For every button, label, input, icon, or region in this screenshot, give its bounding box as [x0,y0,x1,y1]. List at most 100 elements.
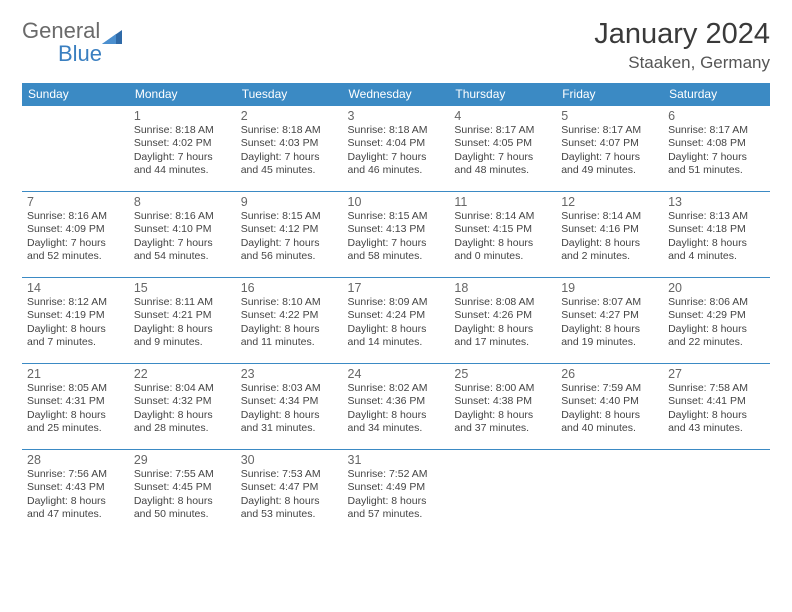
day-info: Sunrise: 8:16 AMSunset: 4:10 PMDaylight:… [134,210,231,264]
weekday-header-row: SundayMondayTuesdayWednesdayThursdayFrid… [22,83,770,106]
day-number: 8 [134,195,231,209]
calendar-day-cell: 26Sunrise: 7:59 AMSunset: 4:40 PMDayligh… [556,364,663,450]
day-number: 29 [134,453,231,467]
calendar-week-row: 1Sunrise: 8:18 AMSunset: 4:02 PMDaylight… [22,106,770,192]
day-number: 11 [454,195,551,209]
calendar-day-cell: 25Sunrise: 8:00 AMSunset: 4:38 PMDayligh… [449,364,556,450]
calendar-day-cell: 2Sunrise: 8:18 AMSunset: 4:03 PMDaylight… [236,106,343,192]
day-info: Sunrise: 8:04 AMSunset: 4:32 PMDaylight:… [134,382,231,436]
day-info: Sunrise: 8:05 AMSunset: 4:31 PMDaylight:… [27,382,124,436]
calendar-day-cell: 7Sunrise: 8:16 AMSunset: 4:09 PMDaylight… [22,192,129,278]
weekday-header: Tuesday [236,83,343,106]
calendar-day-cell: 21Sunrise: 8:05 AMSunset: 4:31 PMDayligh… [22,364,129,450]
calendar-day-cell: 14Sunrise: 8:12 AMSunset: 4:19 PMDayligh… [22,278,129,364]
calendar-day-cell [449,450,556,536]
day-info: Sunrise: 8:06 AMSunset: 4:29 PMDaylight:… [668,296,765,350]
weekday-header: Wednesday [343,83,450,106]
calendar-day-cell: 6Sunrise: 8:17 AMSunset: 4:08 PMDaylight… [663,106,770,192]
calendar-day-cell: 29Sunrise: 7:55 AMSunset: 4:45 PMDayligh… [129,450,236,536]
calendar-day-cell [556,450,663,536]
calendar-day-cell [663,450,770,536]
calendar-day-cell: 27Sunrise: 7:58 AMSunset: 4:41 PMDayligh… [663,364,770,450]
calendar-day-cell: 11Sunrise: 8:14 AMSunset: 4:15 PMDayligh… [449,192,556,278]
day-info: Sunrise: 8:03 AMSunset: 4:34 PMDaylight:… [241,382,338,436]
calendar-day-cell: 31Sunrise: 7:52 AMSunset: 4:49 PMDayligh… [343,450,450,536]
calendar-day-cell: 9Sunrise: 8:15 AMSunset: 4:12 PMDaylight… [236,192,343,278]
calendar-day-cell: 28Sunrise: 7:56 AMSunset: 4:43 PMDayligh… [22,450,129,536]
calendar-week-row: 14Sunrise: 8:12 AMSunset: 4:19 PMDayligh… [22,278,770,364]
day-number: 2 [241,109,338,123]
day-info: Sunrise: 8:02 AMSunset: 4:36 PMDaylight:… [348,382,445,436]
logo-line2: Blue [22,41,102,67]
calendar-day-cell: 8Sunrise: 8:16 AMSunset: 4:10 PMDaylight… [129,192,236,278]
calendar-day-cell: 15Sunrise: 8:11 AMSunset: 4:21 PMDayligh… [129,278,236,364]
weekday-header: Thursday [449,83,556,106]
day-number: 4 [454,109,551,123]
calendar-day-cell: 20Sunrise: 8:06 AMSunset: 4:29 PMDayligh… [663,278,770,364]
location-label: Staaken, Germany [594,53,770,73]
day-info: Sunrise: 7:58 AMSunset: 4:41 PMDaylight:… [668,382,765,436]
calendar-day-cell: 23Sunrise: 8:03 AMSunset: 4:34 PMDayligh… [236,364,343,450]
day-info: Sunrise: 8:08 AMSunset: 4:26 PMDaylight:… [454,296,551,350]
calendar-day-cell: 10Sunrise: 8:15 AMSunset: 4:13 PMDayligh… [343,192,450,278]
logo-shape-icon [102,24,122,38]
day-number: 13 [668,195,765,209]
day-number: 31 [348,453,445,467]
day-number: 1 [134,109,231,123]
day-info: Sunrise: 7:59 AMSunset: 4:40 PMDaylight:… [561,382,658,436]
title-block: January 2024 Staaken, Germany [594,18,770,73]
day-number: 19 [561,281,658,295]
day-info: Sunrise: 8:11 AMSunset: 4:21 PMDaylight:… [134,296,231,350]
day-number: 23 [241,367,338,381]
calendar-day-cell: 17Sunrise: 8:09 AMSunset: 4:24 PMDayligh… [343,278,450,364]
day-number: 15 [134,281,231,295]
day-number: 3 [348,109,445,123]
weekday-header: Monday [129,83,236,106]
day-info: Sunrise: 8:18 AMSunset: 4:04 PMDaylight:… [348,124,445,178]
header: General January 2024 Staaken, Germany [22,18,770,73]
day-number: 14 [27,281,124,295]
day-info: Sunrise: 8:14 AMSunset: 4:15 PMDaylight:… [454,210,551,264]
day-info: Sunrise: 8:18 AMSunset: 4:02 PMDaylight:… [134,124,231,178]
logo-text-2: Blue [58,41,102,67]
day-info: Sunrise: 8:14 AMSunset: 4:16 PMDaylight:… [561,210,658,264]
calendar-day-cell: 22Sunrise: 8:04 AMSunset: 4:32 PMDayligh… [129,364,236,450]
day-info: Sunrise: 8:17 AMSunset: 4:07 PMDaylight:… [561,124,658,178]
day-number: 30 [241,453,338,467]
day-info: Sunrise: 8:00 AMSunset: 4:38 PMDaylight:… [454,382,551,436]
day-number: 26 [561,367,658,381]
weekday-header: Saturday [663,83,770,106]
calendar-day-cell: 30Sunrise: 7:53 AMSunset: 4:47 PMDayligh… [236,450,343,536]
weekday-header: Friday [556,83,663,106]
calendar-day-cell: 13Sunrise: 8:13 AMSunset: 4:18 PMDayligh… [663,192,770,278]
day-number: 6 [668,109,765,123]
day-info: Sunrise: 8:12 AMSunset: 4:19 PMDaylight:… [27,296,124,350]
calendar-week-row: 28Sunrise: 7:56 AMSunset: 4:43 PMDayligh… [22,450,770,536]
calendar-day-cell: 12Sunrise: 8:14 AMSunset: 4:16 PMDayligh… [556,192,663,278]
calendar-day-cell: 24Sunrise: 8:02 AMSunset: 4:36 PMDayligh… [343,364,450,450]
day-number: 21 [27,367,124,381]
day-info: Sunrise: 8:09 AMSunset: 4:24 PMDaylight:… [348,296,445,350]
calendar-week-row: 7Sunrise: 8:16 AMSunset: 4:09 PMDaylight… [22,192,770,278]
calendar-table: SundayMondayTuesdayWednesdayThursdayFrid… [22,83,770,536]
day-number: 17 [348,281,445,295]
day-info: Sunrise: 8:15 AMSunset: 4:12 PMDaylight:… [241,210,338,264]
day-number: 7 [27,195,124,209]
calendar-day-cell: 18Sunrise: 8:08 AMSunset: 4:26 PMDayligh… [449,278,556,364]
day-number: 12 [561,195,658,209]
calendar-day-cell: 3Sunrise: 8:18 AMSunset: 4:04 PMDaylight… [343,106,450,192]
day-info: Sunrise: 7:52 AMSunset: 4:49 PMDaylight:… [348,468,445,522]
day-number: 22 [134,367,231,381]
calendar-body: 1Sunrise: 8:18 AMSunset: 4:02 PMDaylight… [22,106,770,536]
day-info: Sunrise: 8:10 AMSunset: 4:22 PMDaylight:… [241,296,338,350]
calendar-day-cell: 5Sunrise: 8:17 AMSunset: 4:07 PMDaylight… [556,106,663,192]
day-info: Sunrise: 7:56 AMSunset: 4:43 PMDaylight:… [27,468,124,522]
day-number: 20 [668,281,765,295]
weekday-header: Sunday [22,83,129,106]
day-number: 24 [348,367,445,381]
day-info: Sunrise: 8:16 AMSunset: 4:09 PMDaylight:… [27,210,124,264]
day-number: 9 [241,195,338,209]
page-title: January 2024 [594,18,770,51]
day-number: 28 [27,453,124,467]
day-info: Sunrise: 8:17 AMSunset: 4:08 PMDaylight:… [668,124,765,178]
